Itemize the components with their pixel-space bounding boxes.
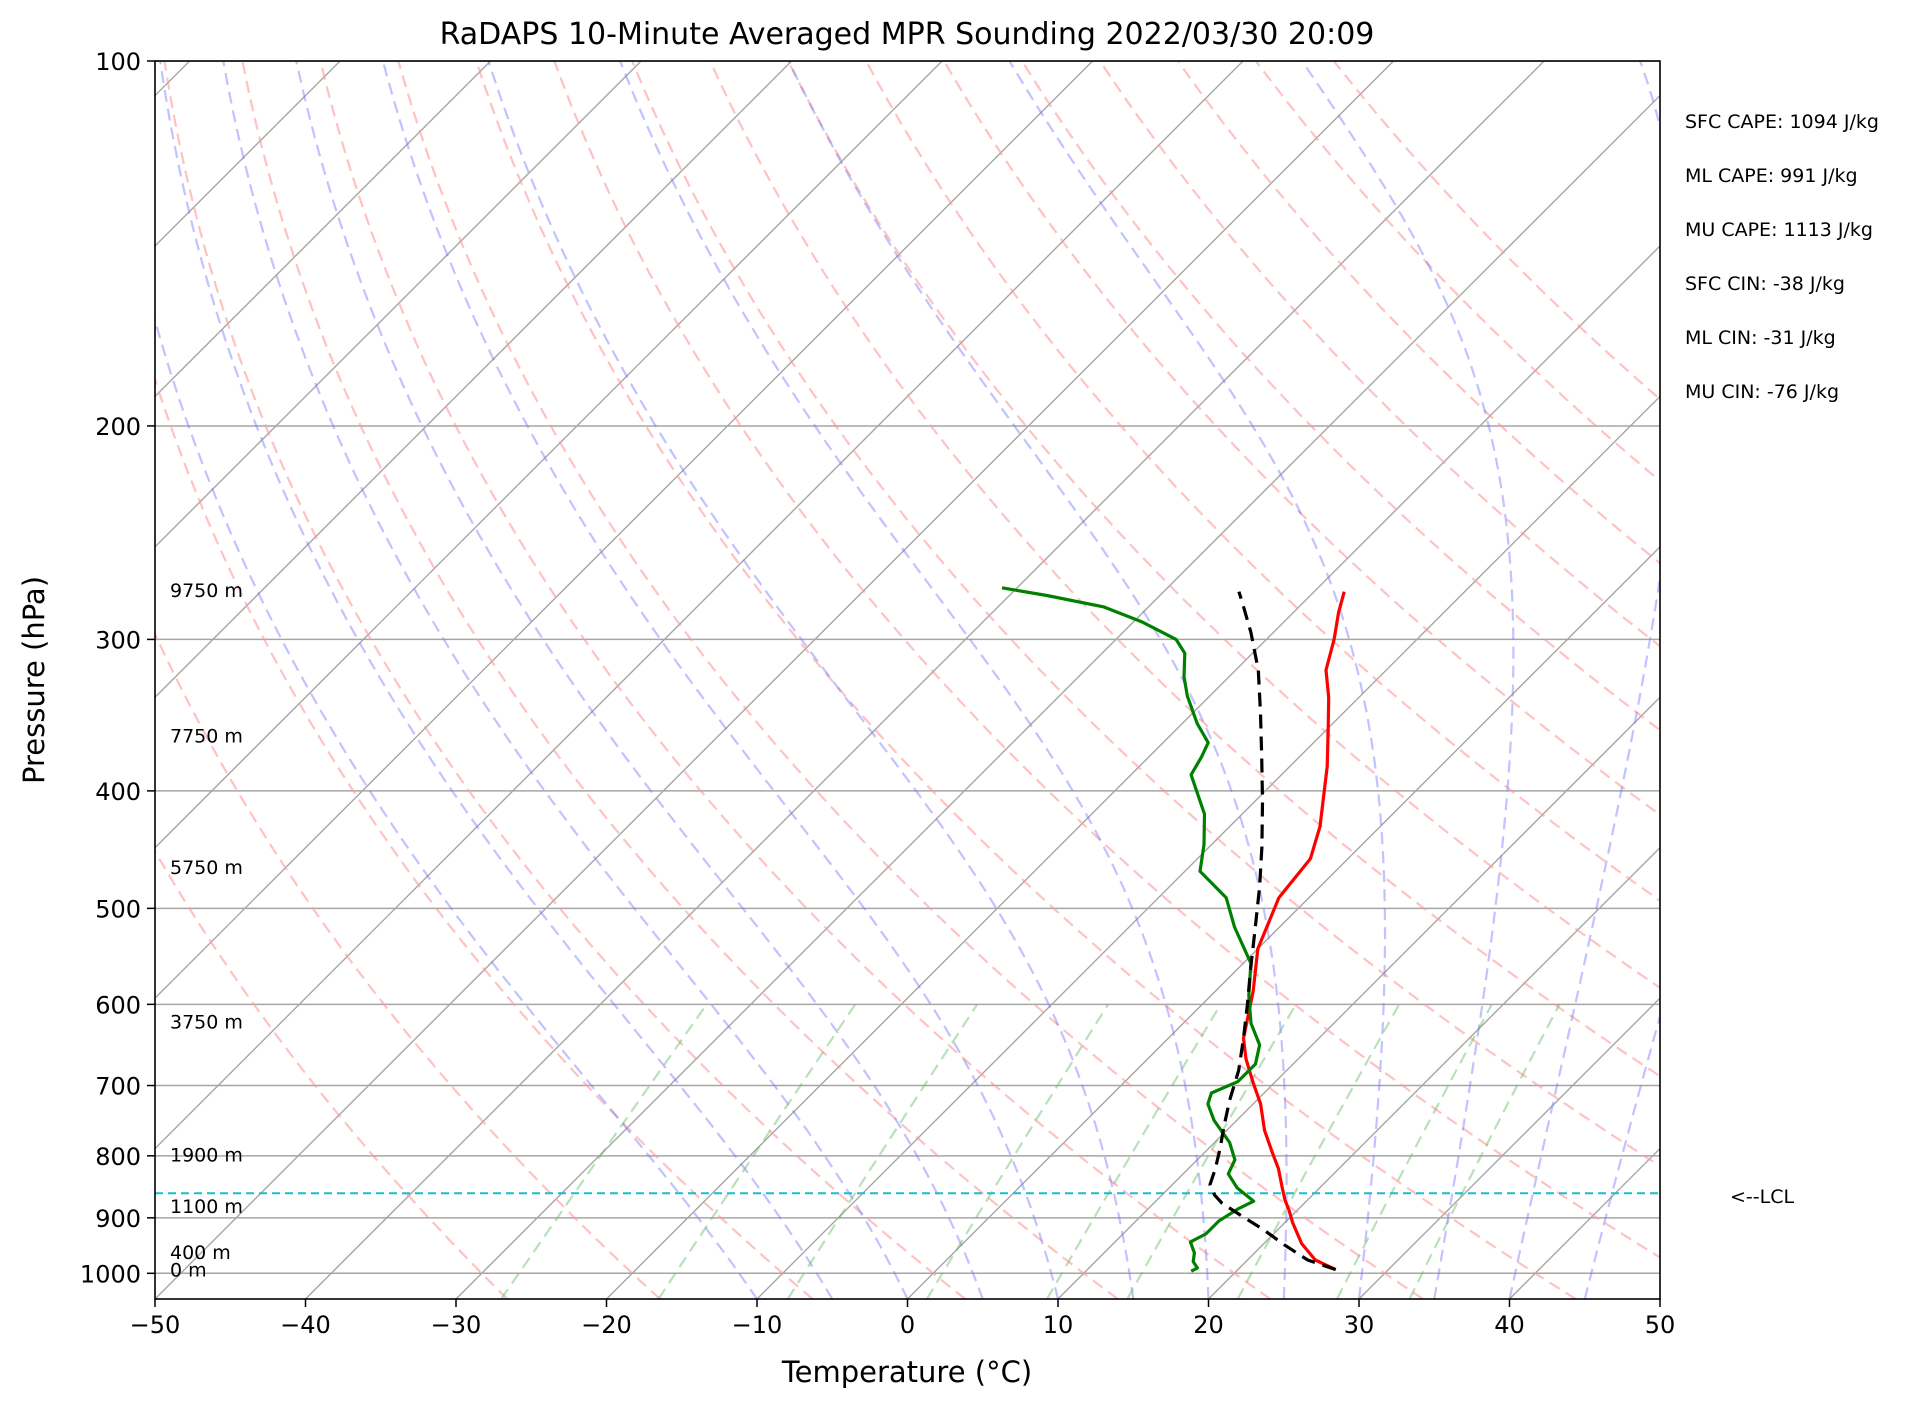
isotherm bbox=[305, 61, 1545, 1299]
chart-title: RaDAPS 10-Minute Averaged MPR Sounding 2… bbox=[440, 17, 1375, 52]
dry-adiabat bbox=[319, 61, 1272, 1299]
stat-line: ML CIN: -31 J/kg bbox=[1685, 327, 1836, 349]
dry-adiabat bbox=[787, 61, 1660, 990]
y-tick-label: 100 bbox=[95, 48, 141, 76]
x-tick-label: −30 bbox=[431, 1311, 482, 1339]
y-tick-label: 300 bbox=[95, 626, 141, 654]
y-axis-label: Pressure (hPa) bbox=[17, 576, 51, 784]
dry-adiabat bbox=[163, 61, 966, 1299]
dry-adiabat bbox=[1021, 61, 1660, 732]
isotherm bbox=[155, 61, 1395, 1299]
isotherm bbox=[907, 545, 1660, 1299]
y-tick-label: 200 bbox=[95, 413, 141, 441]
height-label: 1900 m bbox=[170, 1145, 243, 1167]
mixing-ratio-line bbox=[786, 1003, 979, 1299]
dry-adiabat bbox=[631, 61, 1660, 1168]
y-tick-label: 900 bbox=[95, 1205, 141, 1233]
dry-adiabat bbox=[155, 631, 661, 1299]
isotherm bbox=[1358, 997, 1660, 1299]
y-tick-label: 400 bbox=[95, 778, 141, 806]
x-tick-label: 50 bbox=[1645, 1311, 1676, 1339]
x-tick-label: 10 bbox=[1043, 1311, 1074, 1339]
sounding-series bbox=[1001, 586, 1346, 1273]
temperature-line bbox=[1241, 591, 1346, 1272]
isotherm bbox=[455, 94, 1660, 1299]
moist-adiabat bbox=[295, 61, 984, 1299]
x-tick-label: 0 bbox=[900, 1311, 915, 1339]
x-tick-label: 20 bbox=[1193, 1311, 1224, 1339]
isotherm bbox=[155, 61, 642, 548]
x-tick-label: 40 bbox=[1494, 1311, 1525, 1339]
dry-adiabat bbox=[1254, 61, 1660, 483]
moist-adiabat bbox=[1583, 1012, 1660, 1299]
dry-adiabat bbox=[1098, 61, 1660, 648]
dry-adiabat bbox=[1177, 61, 1660, 565]
mixing-ratio-line bbox=[657, 1003, 857, 1299]
moist-adiabat bbox=[1508, 61, 1660, 1299]
isotherm bbox=[155, 61, 492, 398]
background-lines bbox=[155, 61, 1660, 1299]
isotherm bbox=[1057, 696, 1660, 1299]
dry-adiabat bbox=[241, 61, 1119, 1299]
y-tick-label: 700 bbox=[95, 1073, 141, 1101]
height-labels: 9750 m 7750 m 5750 m 3750 m 1900 m 1100 m 400 … bbox=[170, 580, 243, 1282]
height-label: 9750 m bbox=[170, 580, 243, 602]
isotherm bbox=[1208, 846, 1660, 1299]
stats-panel: SFC CAPE: 1094 J/kg ML CAPE: 991 J/kg MU C… bbox=[1685, 111, 1879, 403]
moist-adiabat bbox=[155, 316, 758, 1299]
x-axis-label: Temperature (°C) bbox=[781, 1355, 1032, 1389]
moist-adiabat bbox=[1008, 61, 1387, 1299]
mixing-ratio-line bbox=[925, 1003, 1109, 1299]
moist-adiabat bbox=[1301, 61, 1515, 1299]
stat-line: MU CAPE: 1113 J/kg bbox=[1685, 219, 1873, 241]
y-tick-label: 500 bbox=[95, 895, 141, 923]
x-tick-label: −50 bbox=[130, 1311, 181, 1339]
x-tick-label: −20 bbox=[581, 1311, 632, 1339]
lcl-label: <--LCL bbox=[1730, 1186, 1794, 1208]
x-tick-label: −40 bbox=[280, 1311, 331, 1339]
moist-adiabat bbox=[222, 61, 909, 1299]
axis-ticks: −50 −40 −30 −20 −10 0 10 20 30 40 50 100 200 300 400 50… bbox=[80, 48, 1675, 1339]
mixing-ratio-line bbox=[1336, 1003, 1493, 1299]
height-label: 5750 m bbox=[170, 857, 243, 879]
isotherm bbox=[155, 61, 793, 699]
y-tick-label: 1000 bbox=[80, 1260, 141, 1288]
dry-adiabat bbox=[709, 61, 1660, 1078]
height-label: 0 m bbox=[170, 1260, 207, 1282]
dry-adiabat bbox=[943, 61, 1660, 817]
stat-line: SFC CIN: -38 J/kg bbox=[1685, 273, 1845, 295]
stat-line: ML CAPE: 991 J/kg bbox=[1685, 165, 1858, 187]
dry-adiabat bbox=[475, 61, 1577, 1299]
isotherm bbox=[155, 61, 943, 849]
parcel-line bbox=[1208, 591, 1337, 1272]
y-tick-label: 800 bbox=[95, 1143, 141, 1171]
mixing-ratio-line bbox=[500, 1003, 708, 1299]
stat-line: MU CIN: -76 J/kg bbox=[1685, 381, 1839, 403]
dry-adiabat bbox=[155, 376, 814, 1299]
moist-adiabat bbox=[619, 61, 1210, 1299]
dewpoint-line bbox=[1001, 586, 1262, 1273]
y-tick-label: 600 bbox=[95, 991, 141, 1019]
dry-adiabat bbox=[397, 61, 1424, 1299]
dry-adiabat bbox=[865, 61, 1660, 903]
isotherm bbox=[155, 61, 1244, 1150]
moist-adiabat bbox=[381, 61, 1060, 1299]
height-label: 3750 m bbox=[170, 1012, 243, 1034]
moist-adiabat bbox=[487, 61, 1135, 1299]
x-tick-label: −10 bbox=[732, 1311, 783, 1339]
height-label: 400 m bbox=[170, 1242, 231, 1264]
isotherm bbox=[155, 61, 1094, 1000]
stat-line: SFC CAPE: 1094 J/kg bbox=[1685, 111, 1879, 133]
mixing-ratio-line bbox=[1408, 1003, 1561, 1299]
x-tick-label: 30 bbox=[1344, 1311, 1375, 1339]
moist-adiabat bbox=[787, 61, 1288, 1299]
moist-adiabat bbox=[159, 61, 834, 1299]
isotherm bbox=[606, 245, 1660, 1299]
height-label: 1100 m bbox=[170, 1196, 243, 1218]
height-label: 7750 m bbox=[170, 725, 243, 747]
